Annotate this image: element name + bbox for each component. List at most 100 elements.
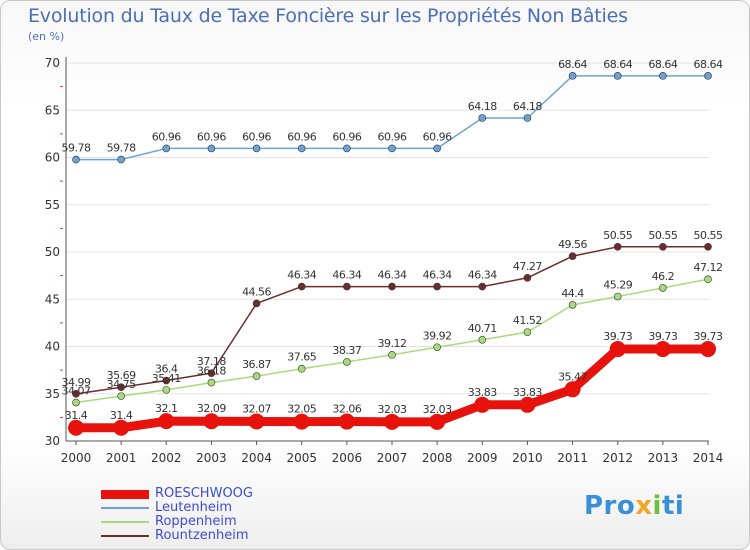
data-point bbox=[252, 299, 261, 308]
data-label: 68.64 bbox=[648, 58, 677, 71]
data-point bbox=[388, 351, 396, 359]
data-label: 39.73 bbox=[648, 330, 677, 343]
data-point bbox=[478, 114, 487, 122]
data-label: 41.52 bbox=[513, 314, 542, 327]
x-tick-label: 2009 bbox=[467, 451, 498, 465]
data-point bbox=[704, 243, 712, 251]
data-label: 60.96 bbox=[152, 130, 181, 143]
data-point bbox=[384, 413, 400, 430]
x-tick-label: 2007 bbox=[377, 451, 408, 465]
proxiti-logo: Proxiti bbox=[584, 491, 684, 521]
data-label: 46.2 bbox=[652, 270, 675, 283]
legend-label: ROESCHWOOG bbox=[155, 486, 253, 501]
data-label: 32.03 bbox=[423, 403, 452, 416]
data-label: 36.18 bbox=[197, 365, 226, 378]
data-label: 46.34 bbox=[287, 269, 316, 282]
data-point bbox=[252, 372, 261, 380]
data-label: 44.56 bbox=[242, 285, 271, 298]
data-label: 60.96 bbox=[287, 130, 316, 143]
data-label: 59.78 bbox=[62, 142, 91, 155]
data-point bbox=[297, 364, 306, 373]
legend-label: Roppenheim bbox=[155, 514, 237, 529]
data-label: 64.18 bbox=[513, 100, 542, 113]
data-point bbox=[433, 343, 441, 352]
data-point bbox=[568, 252, 577, 260]
data-label: 46.34 bbox=[332, 269, 361, 282]
data-label: 50.55 bbox=[603, 229, 632, 242]
data-point bbox=[659, 72, 667, 80]
x-tick-label: 2001 bbox=[106, 451, 137, 465]
x-tick-label: 2012 bbox=[602, 451, 633, 465]
x-tick-label: 2008 bbox=[422, 451, 453, 465]
logo-part: ti bbox=[661, 491, 685, 521]
data-label: 47.27 bbox=[513, 260, 542, 273]
data-label: 39.12 bbox=[378, 337, 407, 350]
y-tick-label: 70 bbox=[45, 56, 60, 70]
logo-part: x bbox=[635, 491, 653, 521]
x-tick-label: 2013 bbox=[648, 451, 679, 465]
data-label: 36.87 bbox=[242, 358, 271, 371]
data-point bbox=[207, 378, 216, 387]
data-point bbox=[700, 341, 716, 358]
data-point bbox=[117, 155, 125, 164]
data-label: 60.96 bbox=[423, 130, 452, 143]
data-point bbox=[564, 381, 581, 398]
legend-label: Leutenheim bbox=[155, 500, 233, 515]
data-point bbox=[478, 282, 487, 291]
data-point bbox=[429, 413, 446, 430]
data-point bbox=[297, 282, 306, 291]
data-point bbox=[474, 396, 491, 413]
data-point bbox=[117, 392, 125, 400]
logo-part: i bbox=[652, 491, 662, 521]
legend-swatch bbox=[101, 535, 149, 537]
x-tick-label: 2004 bbox=[241, 451, 272, 465]
x-tick-label: 2014 bbox=[693, 451, 724, 465]
data-point bbox=[68, 419, 84, 436]
data-label: 32.09 bbox=[197, 402, 226, 415]
data-label: 35.69 bbox=[107, 369, 136, 382]
data-point bbox=[704, 72, 712, 80]
data-point bbox=[162, 386, 171, 394]
data-label: 50.55 bbox=[648, 229, 677, 242]
data-label: 35.41 bbox=[152, 372, 181, 385]
x-tick-label: 2005 bbox=[286, 451, 317, 465]
data-point bbox=[207, 369, 216, 377]
data-point bbox=[613, 243, 622, 251]
data-point bbox=[704, 275, 712, 284]
legend-swatch bbox=[101, 489, 149, 499]
y-tick-label: 45 bbox=[45, 292, 60, 306]
x-tick-label: 2003 bbox=[196, 451, 227, 465]
data-point bbox=[388, 144, 396, 153]
data-point bbox=[297, 144, 306, 153]
data-point bbox=[478, 335, 487, 344]
data-point bbox=[117, 383, 125, 392]
data-label: 39.73 bbox=[694, 330, 723, 343]
data-label: 40.71 bbox=[468, 322, 497, 335]
data-label: 37.18 bbox=[197, 355, 226, 368]
data-point bbox=[609, 341, 626, 358]
data-label: 34.75 bbox=[107, 378, 136, 391]
data-label: 34.99 bbox=[62, 376, 91, 389]
data-point bbox=[207, 144, 216, 153]
data-label: 36.4 bbox=[155, 363, 178, 376]
data-label: 35.47 bbox=[558, 370, 587, 383]
data-point bbox=[338, 413, 355, 430]
data-point bbox=[158, 413, 175, 430]
data-label: 33.83 bbox=[468, 386, 497, 399]
data-point bbox=[343, 144, 351, 153]
data-label: 68.64 bbox=[603, 58, 632, 71]
legend-label: Rountzenheim bbox=[155, 528, 249, 543]
data-point bbox=[659, 284, 667, 292]
data-point bbox=[523, 114, 532, 122]
data-label: 60.96 bbox=[197, 130, 226, 143]
y-tick-label: 40 bbox=[45, 340, 60, 354]
data-point bbox=[113, 419, 130, 436]
data-point bbox=[613, 292, 622, 301]
y-tick-label: 50 bbox=[45, 245, 60, 259]
data-label: 49.56 bbox=[558, 238, 587, 251]
y-tick-label: 30 bbox=[45, 434, 60, 448]
logo-part: Pro bbox=[584, 491, 636, 521]
data-label: 37.65 bbox=[287, 351, 316, 364]
x-tick-label: 2002 bbox=[151, 451, 182, 465]
